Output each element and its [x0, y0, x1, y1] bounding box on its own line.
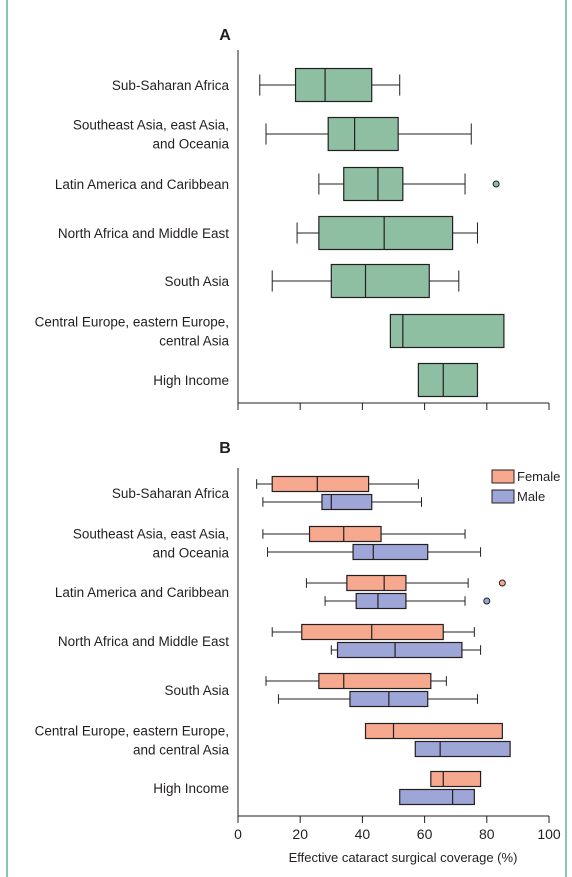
legend: Female Male [491, 469, 560, 504]
panel-b-male-box-2-box [355, 592, 407, 610]
panel-b-male-box-2 [324, 592, 491, 610]
panel-b-male-box-3-box [336, 641, 463, 659]
panel-a-box-2 [318, 166, 500, 202]
x-tick-label-0: 0 [234, 826, 242, 842]
panel-b-female-box-4-box [318, 672, 432, 690]
category-label-a-2: Latin America and Caribbean [55, 177, 229, 192]
panel-a-x-ticks [237, 403, 550, 410]
category-label-b-1-line-0: Southeast Asia, east Asia, [73, 527, 229, 542]
panel-b-male-box-5-box [414, 740, 511, 758]
panel-b-male-box-0 [262, 493, 422, 511]
panel-a-boxes [259, 67, 505, 398]
panel-a-box-3-box [318, 215, 454, 251]
category-label-a-4: South Asia [164, 274, 229, 289]
panel-b-male-box-4 [277, 690, 478, 708]
category-label-a-5-line-1: central Asia [159, 334, 229, 349]
x-tick-label-80: 80 [479, 826, 495, 842]
panel-b-female-box-0-box [271, 475, 370, 493]
panel-b-female-box-2 [305, 574, 506, 592]
legend-swatch-male [491, 489, 515, 504]
panel-a-box-1 [265, 116, 472, 152]
category-label-b-5-line-0: Central Europe, eastern Europe, [35, 724, 229, 739]
panel-a-box-5 [389, 313, 505, 349]
category-label-b-6: High Income [153, 781, 229, 796]
panel-b-female-box-3 [271, 623, 475, 641]
panel-a-box-0-box [294, 67, 373, 103]
panel-b-female-box-2-box [346, 574, 407, 592]
panel-a-box-2-box [343, 166, 404, 202]
panel-a-box-4 [271, 263, 460, 299]
panel-b-male-box-2-outlier-0 [483, 597, 491, 605]
panel-b: B 0 20 40 60 80 100 Sub-Saharan Africa Southea… [35, 440, 561, 865]
panel-b-female-box-2-outlier-0 [498, 579, 506, 587]
panel-b-female-box-3-box [301, 623, 444, 641]
category-label-a-3: North Africa and Middle East [58, 226, 229, 241]
panel-b-male-box-1 [267, 543, 482, 561]
category-label-a-1-line-1: and Oceania [152, 137, 229, 152]
panel-b-female-box-6-box [430, 770, 482, 788]
x-tick-label-20: 20 [292, 826, 308, 842]
panel-b-female-box-4 [265, 672, 447, 690]
x-tick-label-40: 40 [355, 826, 371, 842]
panel-b-male-box-6-box [399, 788, 475, 806]
category-label-a-6: High Income [153, 373, 229, 388]
panel-b-category-labels: Sub-Saharan Africa Southeast Asia, east A… [35, 486, 230, 796]
panel-a-box-0 [259, 67, 401, 103]
panel-a-box-5-box [389, 313, 505, 349]
panel-b-female-box-1 [262, 525, 466, 543]
panel-b-female-box-0 [256, 475, 419, 493]
legend-item-female: Female [491, 469, 560, 484]
panel-a: A Sub-Saharan Africa Southeast Asia, east… [35, 27, 550, 410]
panel-b-female-box-1-box [308, 525, 382, 543]
legend-label-female: Female [517, 469, 560, 484]
panel-a-box-4-box [330, 263, 430, 299]
panel-b-male-box-0-box [321, 493, 373, 511]
category-label-b-1-line-1: and Oceania [152, 546, 229, 561]
legend-swatch-female [491, 469, 515, 484]
panel-b-boxes [256, 475, 511, 806]
panel-b-x-ticks: 0 20 40 60 80 100 [234, 816, 561, 842]
panel-a-box-3 [296, 215, 478, 251]
category-label-b-3: North Africa and Middle East [58, 634, 229, 649]
category-label-a-5-line-0: Central Europe, eastern Europe, [35, 315, 229, 330]
panel-b-label: B [219, 440, 231, 457]
panel-a-category-labels: Sub-Saharan Africa Southeast Asia, east A… [35, 78, 230, 388]
panel-b-male-box-1-box [352, 543, 429, 561]
panel-b-female-box-5-box [364, 722, 503, 740]
panel-b-female-box-5 [364, 722, 503, 740]
legend-item-male: Male [491, 489, 545, 504]
panel-b-female-box-6 [430, 770, 482, 788]
panel-a-box-6-box [417, 362, 479, 398]
panel-b-male-box-5 [414, 740, 511, 758]
legend-label-male: Male [517, 489, 545, 504]
category-label-b-4: South Asia [164, 683, 229, 698]
x-tick-label-100: 100 [537, 826, 561, 842]
category-label-a-0: Sub-Saharan Africa [112, 78, 230, 93]
x-tick-label-60: 60 [417, 826, 433, 842]
panel-b-male-box-3 [330, 641, 482, 659]
category-label-a-1-line-0: Southeast Asia, east Asia, [73, 118, 229, 133]
panel-a-label: A [219, 27, 231, 44]
x-axis-title: Effective cataract surgical coverage (%) [289, 850, 518, 865]
panel-a-box-1-box [327, 116, 399, 152]
panel-a-box-6 [417, 362, 479, 398]
category-label-b-0: Sub-Saharan Africa [112, 486, 230, 501]
category-label-b-2: Latin America and Caribbean [55, 585, 229, 600]
category-label-b-5-line-1: and central Asia [133, 743, 230, 758]
panel-a-box-2-outlier-0 [492, 180, 500, 188]
panel-b-male-box-6 [399, 788, 475, 806]
